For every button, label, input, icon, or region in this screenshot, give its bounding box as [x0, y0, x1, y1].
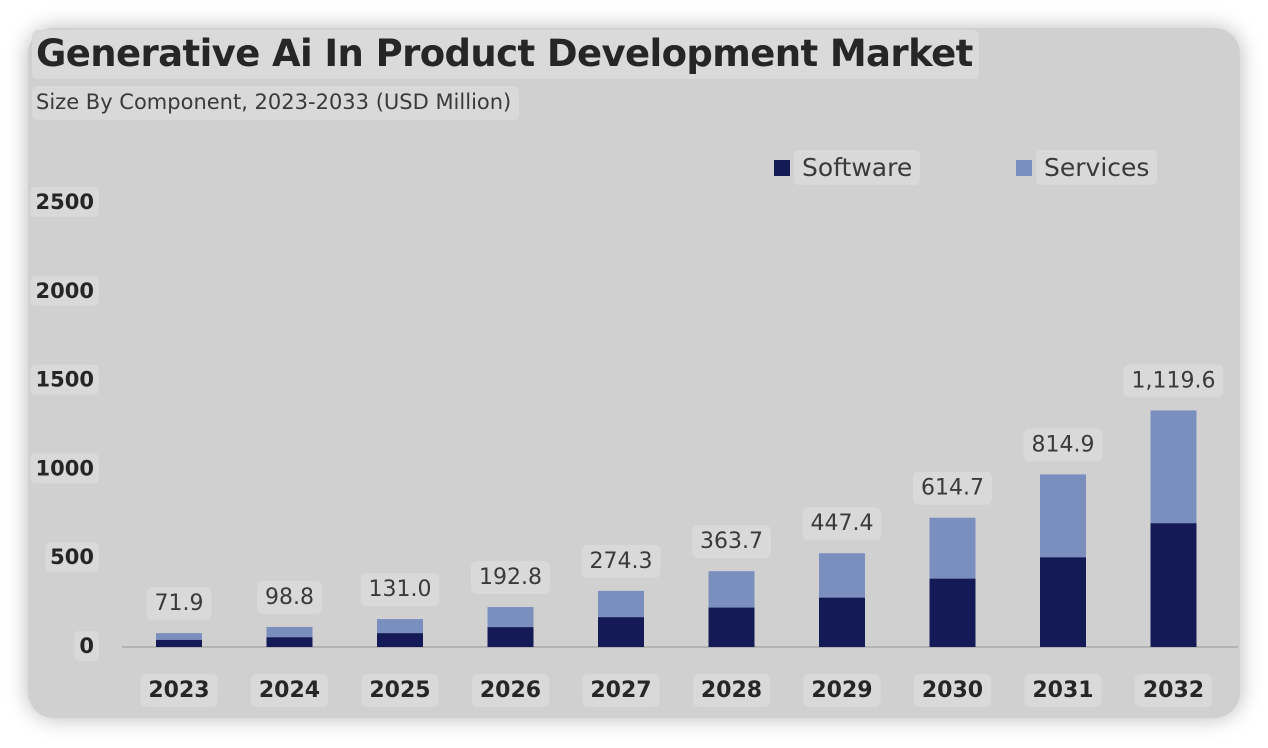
data-label-bg: [1023, 428, 1103, 462]
y-tick-label: 1500: [36, 368, 94, 392]
bar-services: [598, 590, 644, 618]
bar-services: [487, 607, 534, 628]
x-tick-label-bg: [803, 674, 881, 707]
legend-item-software: Software: [774, 150, 921, 185]
data-label: 814.9: [1032, 432, 1095, 457]
x-tick-label-bg: [1134, 674, 1213, 707]
x-tick-label: 2030: [922, 678, 983, 703]
y-tick-label: 1000: [36, 456, 94, 480]
data-label-bg: [802, 507, 882, 541]
y-tick-label-bg: [30, 453, 99, 484]
x-tick-label-bg: [1024, 674, 1102, 707]
y-tick-label: 2500: [36, 190, 94, 214]
bar-software: [1150, 523, 1197, 647]
x-tick-label-bg: [250, 674, 329, 707]
x-tick-label: 2026: [480, 678, 541, 703]
x-tick-label: 2023: [148, 678, 209, 703]
x-tick-label-bg: [140, 674, 218, 707]
data-label: 1,119.6: [1132, 368, 1216, 393]
data-label-bg: [360, 573, 440, 607]
bar-software: [929, 578, 976, 647]
data-label: 274.3: [590, 549, 653, 574]
data-label-bg: [692, 525, 771, 559]
y-tick-label-bg: [30, 364, 99, 395]
bar-software: [377, 633, 423, 647]
bar-software: [598, 617, 644, 647]
chart-subtitle: Size By Component, 2023-2033 (USD Millio…: [32, 86, 520, 120]
legend-item-services: Services: [1016, 150, 1158, 185]
x-tick-label: 2028: [701, 678, 762, 703]
x-tick-label-bg: [471, 674, 550, 707]
x-tick-label: 2032: [1143, 678, 1204, 703]
bar-software: [819, 597, 865, 647]
legend-swatch-services: [1016, 159, 1032, 176]
y-tick-label-bg: [30, 187, 99, 217]
data-label: 71.9: [155, 591, 204, 616]
data-label-bg: [581, 544, 661, 578]
bar-software: [1040, 557, 1086, 647]
bar-services: [1040, 474, 1086, 558]
x-tick-label: 2031: [1032, 678, 1093, 703]
x-tick-label: 2027: [590, 678, 651, 703]
x-tick-label-bg: [582, 674, 660, 707]
x-tick-label-bg: [361, 674, 439, 707]
x-tick-label: 2024: [259, 678, 320, 703]
data-label: 192.8: [479, 565, 542, 590]
bar-software: [487, 627, 534, 647]
y-tick-label-bg: [74, 631, 99, 661]
data-label-bg: [1123, 364, 1224, 398]
y-tick-label: 500: [50, 545, 94, 569]
data-label-bg: [146, 587, 212, 621]
y-tick-label: 2000: [36, 279, 94, 303]
bar-software: [156, 639, 202, 647]
x-tick-label: 2029: [811, 678, 872, 703]
x-tick-label-bg: [913, 674, 992, 707]
y-tick-label-bg: [30, 275, 99, 306]
chart-title: Generative Ai In Product Development Mar…: [32, 30, 979, 79]
bar-software: [266, 637, 313, 647]
legend-label-services: Services: [1036, 150, 1158, 185]
bar-services: [819, 553, 865, 598]
data-label-bg: [913, 471, 992, 505]
data-label: 98.8: [265, 585, 314, 610]
bar-services: [929, 517, 976, 579]
x-tick-label-bg: [692, 674, 771, 707]
y-tick-label-bg: [45, 542, 99, 573]
bar-services: [266, 626, 313, 638]
legend-swatch-software: [774, 159, 790, 176]
data-label-bg: [471, 561, 550, 595]
data-label: 363.7: [700, 529, 763, 554]
bar-services: [377, 619, 423, 634]
data-label-bg: [257, 580, 322, 614]
bar-services: [708, 571, 755, 608]
data-label: 131.0: [369, 577, 432, 602]
data-label: 614.7: [921, 476, 984, 501]
legend-label-software: Software: [794, 150, 921, 185]
bar-services: [1150, 410, 1197, 524]
data-label: 447.4: [811, 511, 874, 536]
x-tick-label: 2025: [369, 678, 430, 703]
y-tick-label: 0: [79, 634, 94, 658]
bar-software: [708, 607, 755, 647]
bar-services: [156, 633, 202, 640]
